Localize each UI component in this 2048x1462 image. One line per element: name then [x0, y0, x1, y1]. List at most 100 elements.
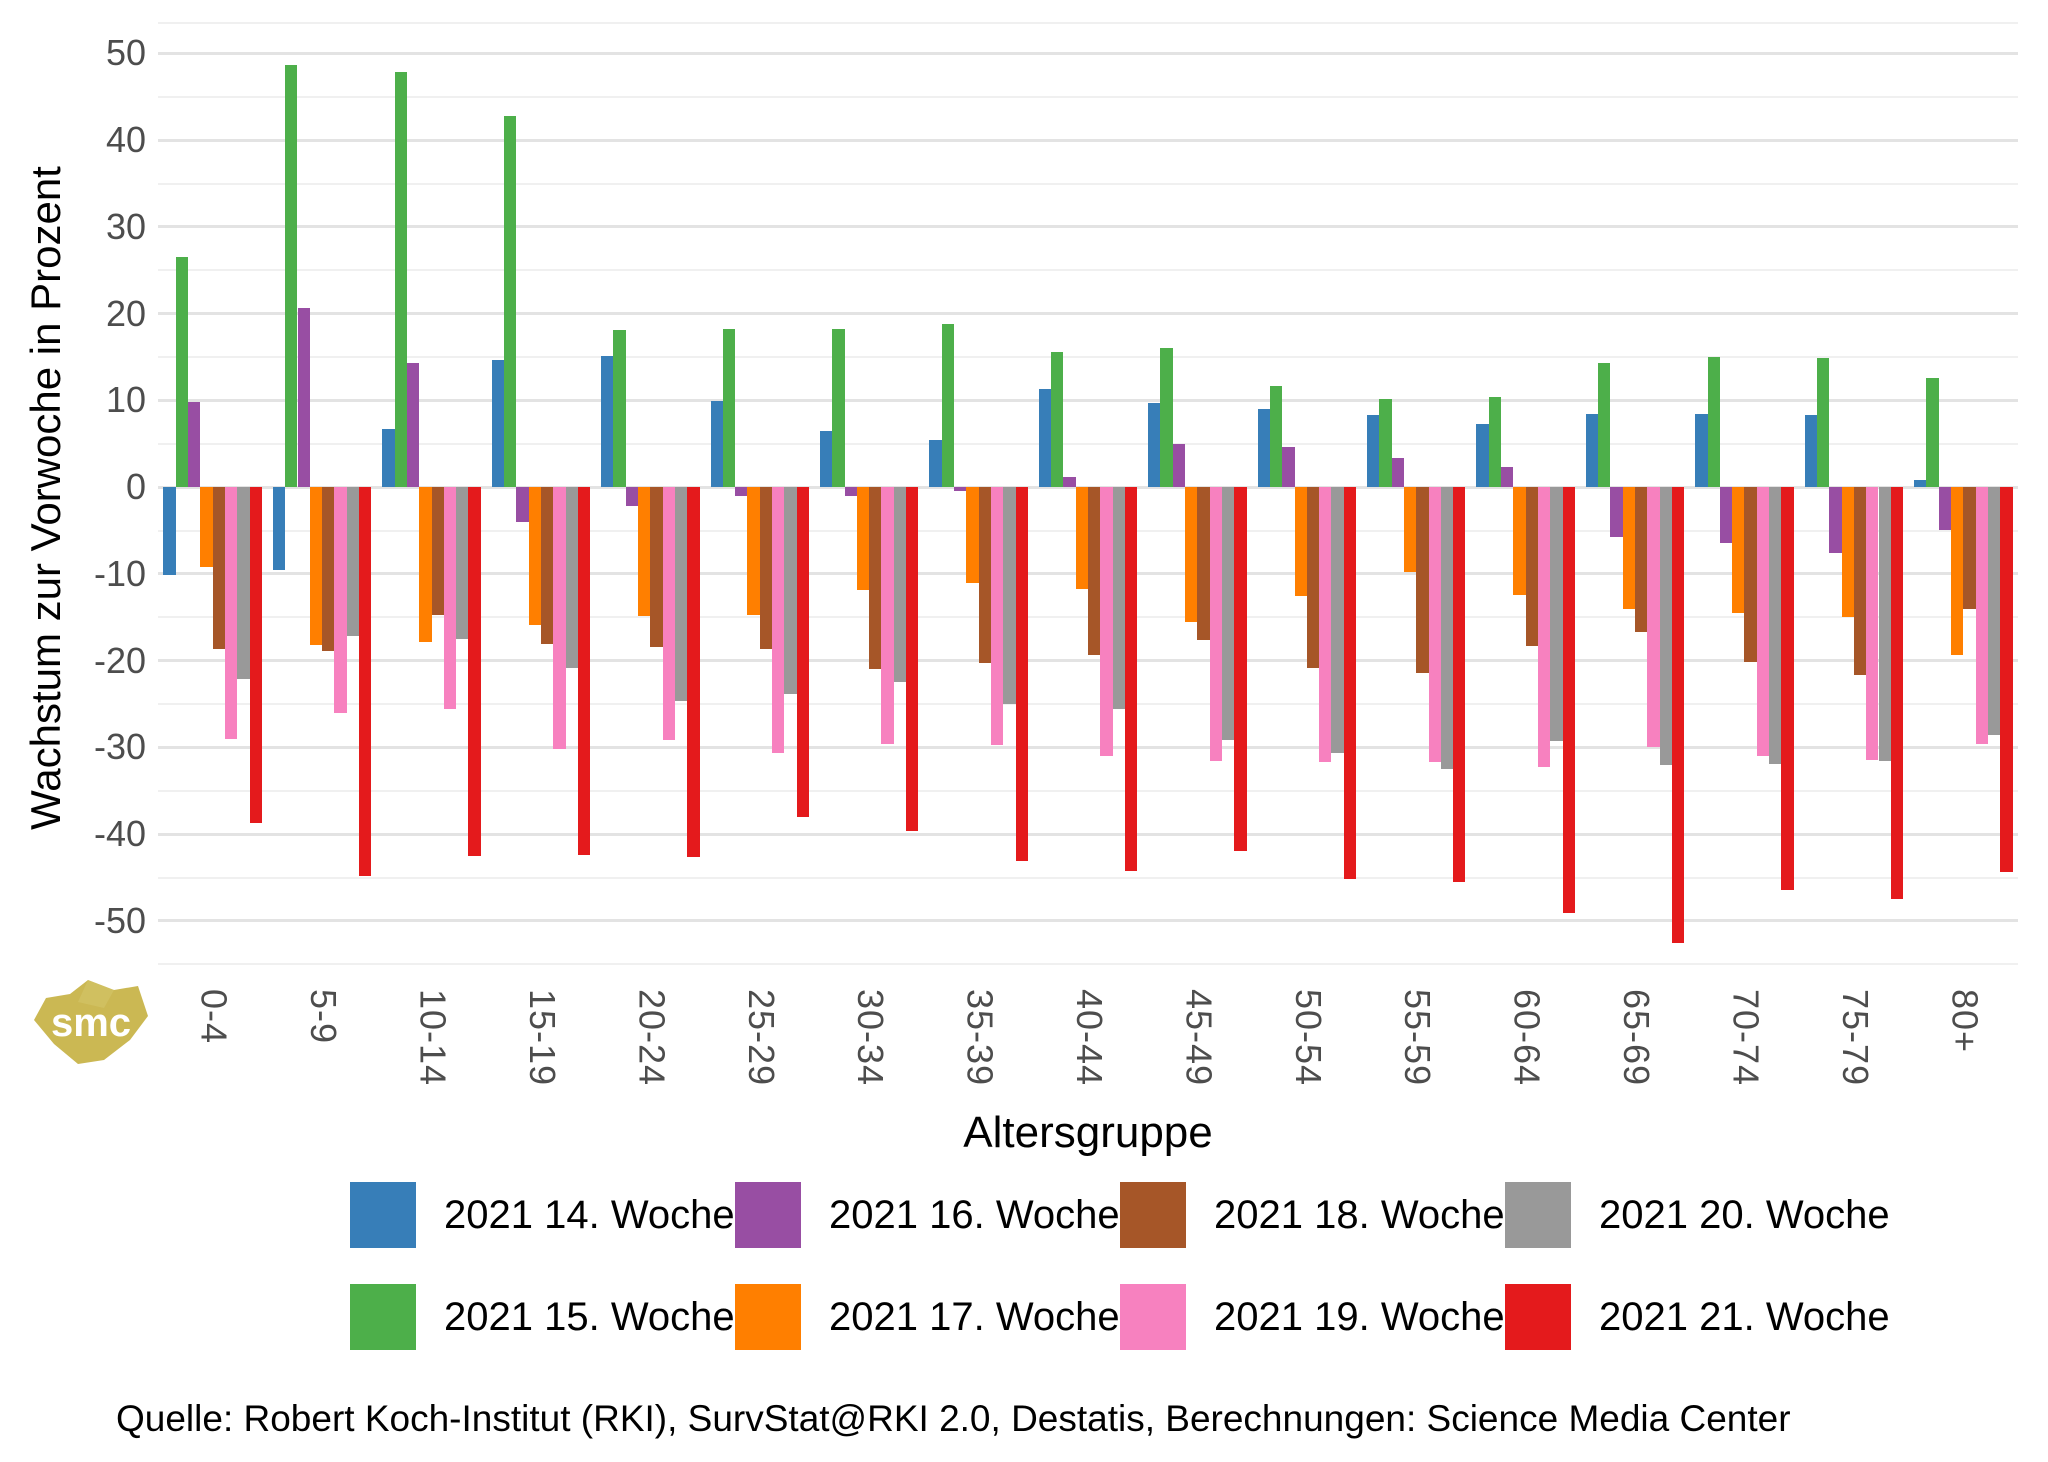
- x-tick-label: 75-79: [1834, 989, 1876, 1087]
- y-tick-label: 10: [105, 379, 146, 421]
- bar-2021-14-75-79: [1804, 415, 1817, 488]
- major-gridline: [158, 225, 2018, 229]
- bar-2021-20-30-34: [893, 487, 907, 683]
- bar-2021-16-10-14: [406, 363, 420, 488]
- x-tick-label: 60-64: [1506, 989, 1548, 1087]
- bar-2021-15-25-29: [722, 329, 736, 488]
- major-gridline: [158, 919, 2018, 923]
- x-tick-label: 65-69: [1616, 989, 1658, 1087]
- bar-2021-19-15-19: [553, 487, 566, 750]
- bar-2021-21-75-79: [1890, 487, 1904, 900]
- bar-2021-14-20-24: [601, 356, 614, 488]
- x-tick-label: 10-14: [412, 989, 454, 1087]
- bar-2021-14-70-74: [1695, 414, 1708, 488]
- bar-2021-14-35-39: [929, 440, 942, 488]
- y-tick-label: -50: [93, 899, 146, 941]
- bar-2021-21-60-64: [1562, 487, 1575, 914]
- bar-2021-14-40-44: [1038, 389, 1052, 488]
- y-tick-label: 50: [105, 32, 146, 74]
- bar-2021-18-20-24: [650, 487, 663, 647]
- bar-2021-17-35-39: [966, 487, 979, 583]
- x-tick-label: 70-74: [1725, 989, 1767, 1087]
- major-gridline: [158, 138, 2018, 142]
- bar-2021-21-80+: [2000, 487, 2013, 873]
- bar-2021-17-0-4: [200, 487, 213, 567]
- bar-2021-17-20-24: [638, 487, 651, 616]
- minor-gridline: [158, 963, 2018, 966]
- bar-2021-18-15-19: [540, 487, 554, 645]
- legend-label: 2021 14. Woche: [444, 1192, 735, 1237]
- x-tick-label: 35-39: [959, 989, 1001, 1087]
- bar-2021-20-35-39: [1003, 487, 1016, 705]
- bar-2021-15-80+: [1926, 377, 1939, 488]
- bar-2021-19-30-34: [881, 487, 894, 744]
- bar-2021-18-80+: [1963, 487, 1976, 610]
- bar-2021-14-0-4: [163, 487, 176, 575]
- bar-2021-15-65-69: [1598, 363, 1611, 488]
- minor-gridline: [158, 876, 2018, 879]
- bar-2021-18-55-59: [1416, 487, 1429, 673]
- bar-2021-18-40-44: [1088, 487, 1101, 656]
- legend-label: 2021 21. Woche: [1599, 1294, 1890, 1339]
- bar-2021-20-45-49: [1222, 487, 1235, 740]
- smc-logo-shape: [34, 980, 148, 1064]
- bar-2021-16-20-24: [625, 487, 639, 507]
- major-gridline: [158, 745, 2018, 749]
- legend-item: 2021 21. Woche: [1505, 1284, 1890, 1350]
- bar-2021-20-0-4: [237, 487, 250, 679]
- x-tick-label: 50-54: [1287, 989, 1329, 1087]
- bar-2021-16-5-9: [297, 308, 310, 488]
- bar-2021-17-55-59: [1403, 487, 1417, 573]
- bar-2021-21-70-74: [1781, 487, 1794, 890]
- bar-2021-17-60-64: [1513, 487, 1526, 595]
- major-gridline: [158, 659, 2018, 663]
- bar-2021-14-25-29: [710, 401, 723, 488]
- bar-2021-14-50-54: [1257, 409, 1270, 488]
- bar-2021-16-40-44: [1063, 476, 1076, 488]
- x-tick-label: 55-59: [1397, 989, 1439, 1087]
- legend-swatch: [735, 1284, 801, 1350]
- x-tick-label: 25-29: [740, 989, 782, 1087]
- bar-2021-19-50-54: [1319, 487, 1332, 763]
- bar-2021-20-70-74: [1769, 487, 1782, 764]
- bar-2021-20-80+: [1987, 487, 2001, 736]
- major-gridline: [158, 312, 2018, 316]
- bar-2021-16-80+: [1938, 487, 1951, 530]
- minor-gridline: [158, 95, 2018, 98]
- legend-item: 2021 17. Woche: [735, 1284, 1120, 1350]
- bar-2021-19-65-69: [1647, 487, 1660, 748]
- y-tick-label: 20: [105, 292, 146, 334]
- bar-2021-19-20-24: [662, 487, 675, 741]
- bar-2021-15-20-24: [613, 330, 626, 488]
- x-tick-label: 5-9: [303, 989, 345, 1045]
- bar-2021-15-10-14: [394, 71, 407, 488]
- bar-2021-18-75-79: [1853, 487, 1867, 676]
- x-tick-label: 15-19: [521, 989, 563, 1087]
- bar-2021-17-30-34: [856, 487, 870, 590]
- bar-2021-15-5-9: [285, 64, 298, 488]
- bar-2021-14-10-14: [382, 429, 395, 488]
- bar-2021-19-75-79: [1866, 487, 1879, 761]
- bar-2021-21-0-4: [249, 487, 262, 823]
- bar-2021-18-30-34: [869, 487, 882, 670]
- bar-2021-15-0-4: [175, 257, 189, 488]
- legend-label: 2021 15. Woche: [444, 1294, 735, 1339]
- bar-2021-19-35-39: [990, 487, 1004, 745]
- bar-2021-19-25-29: [772, 487, 785, 753]
- legend-item: 2021 20. Woche: [1505, 1182, 1890, 1248]
- bar-2021-16-65-69: [1610, 487, 1623, 538]
- bar-2021-14-15-19: [491, 359, 504, 488]
- bar-2021-17-40-44: [1075, 487, 1088, 589]
- bar-2021-19-60-64: [1537, 487, 1551, 767]
- bar-2021-19-10-14: [443, 487, 457, 710]
- bar-2021-18-5-9: [322, 487, 335, 652]
- bar-2021-20-60-64: [1550, 487, 1563, 742]
- bar-2021-20-15-19: [565, 487, 578, 668]
- legend-item: 2021 19. Woche: [1120, 1284, 1505, 1350]
- legend-swatch: [1120, 1284, 1186, 1350]
- bar-2021-15-55-59: [1379, 398, 1392, 488]
- x-axis-title: Altersgruppe: [963, 1108, 1213, 1157]
- legend-swatch: [1505, 1284, 1571, 1350]
- bar-2021-16-70-74: [1719, 487, 1733, 543]
- bar-2021-14-55-59: [1367, 415, 1380, 488]
